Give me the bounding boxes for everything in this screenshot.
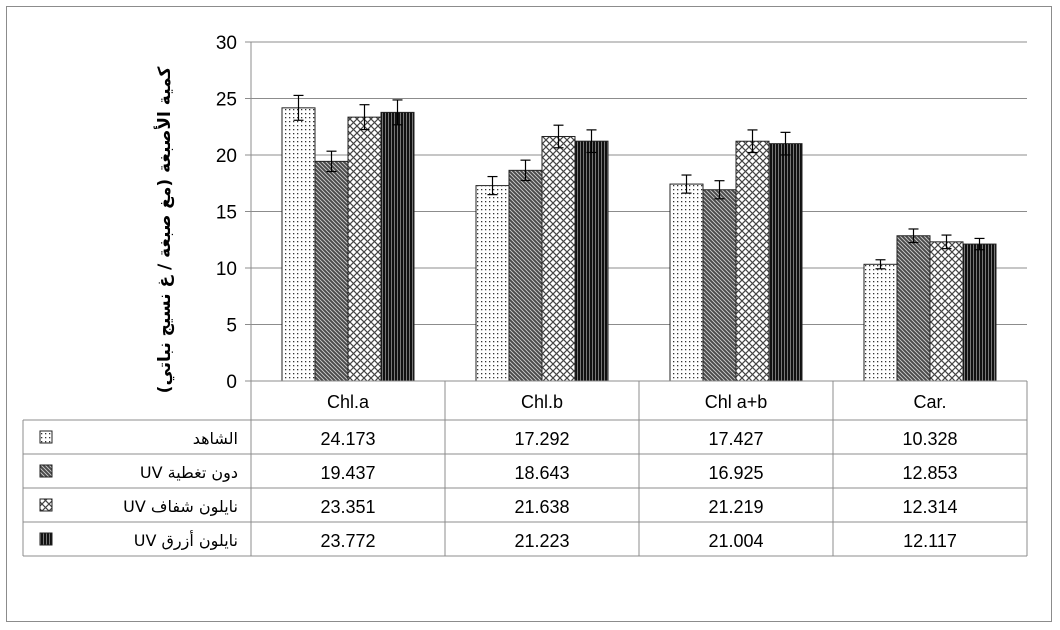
- chart-frame: [6, 6, 1052, 622]
- bar: [863, 263, 898, 382]
- data-label: 10.328: [902, 429, 957, 449]
- bar: [574, 140, 609, 382]
- legend-label: UV نايلون أزرق: [134, 530, 238, 551]
- data-label: 16.925: [708, 463, 763, 483]
- data-label: 21.638: [514, 497, 569, 517]
- data-label: 24.173: [320, 429, 375, 449]
- bar: [281, 107, 316, 382]
- bar: [735, 140, 770, 382]
- y-tick-label: 20: [216, 146, 237, 167]
- data-table: Chl.a Chl.b Chl a+b Car. الشاهد 24.173 17.292 1…: [22, 380, 1028, 557]
- legend-label: UV دون تغطية: [140, 463, 238, 483]
- data-label: 17.292: [514, 429, 569, 449]
- legend-swatch: [39, 498, 53, 512]
- data-label: 18.643: [514, 463, 569, 483]
- data-label: 21.004: [708, 531, 763, 551]
- data-label: 17.427: [708, 429, 763, 449]
- y-tick-label: 30: [216, 33, 237, 54]
- bar: [896, 235, 931, 382]
- y-axis-label: كمية الأصبغة (مغ صبغة / غ نسيج نباتي): [154, 67, 175, 394]
- legend-label: UV نايلون شفاف: [123, 497, 238, 517]
- bar: [669, 183, 704, 382]
- legend-swatch: [39, 464, 53, 478]
- data-label: 12.853: [902, 463, 957, 483]
- data-label: 21.219: [708, 497, 763, 517]
- x-tick-label: Chl.b: [521, 392, 563, 412]
- y-tick-label: 5: [226, 316, 237, 337]
- y-tick-label: 15: [216, 203, 237, 224]
- data-label: 19.437: [320, 463, 375, 483]
- data-label: 23.772: [320, 531, 375, 551]
- x-tick-label: Chl.a: [327, 392, 370, 412]
- y-tick-label: 25: [216, 90, 237, 111]
- data-label: 12.117: [903, 531, 957, 551]
- y-tick-label: 10: [216, 259, 237, 280]
- legend-swatch: [39, 430, 53, 444]
- bar: [929, 241, 964, 382]
- legend-label: الشاهد: [193, 429, 238, 448]
- data-label: 21.223: [514, 531, 569, 551]
- data-label: 23.351: [320, 497, 375, 517]
- x-tick-label: Car.: [913, 392, 946, 412]
- bar: [347, 116, 382, 382]
- bar: [508, 169, 543, 382]
- bar: [541, 135, 576, 382]
- bar: [768, 143, 803, 382]
- bar: [314, 160, 349, 382]
- data-label: 12.314: [902, 497, 957, 517]
- bar: [380, 111, 415, 382]
- bars-layer: [281, 94, 997, 382]
- bar: [962, 243, 997, 382]
- bar: [475, 185, 510, 382]
- bar: [702, 189, 737, 382]
- x-tick-label: Chl a+b: [705, 392, 768, 412]
- legend-swatch: [39, 532, 53, 546]
- y-axis: 0 5 10 15 20 25 30: [216, 33, 252, 393]
- y-tick-label: 0: [226, 372, 237, 393]
